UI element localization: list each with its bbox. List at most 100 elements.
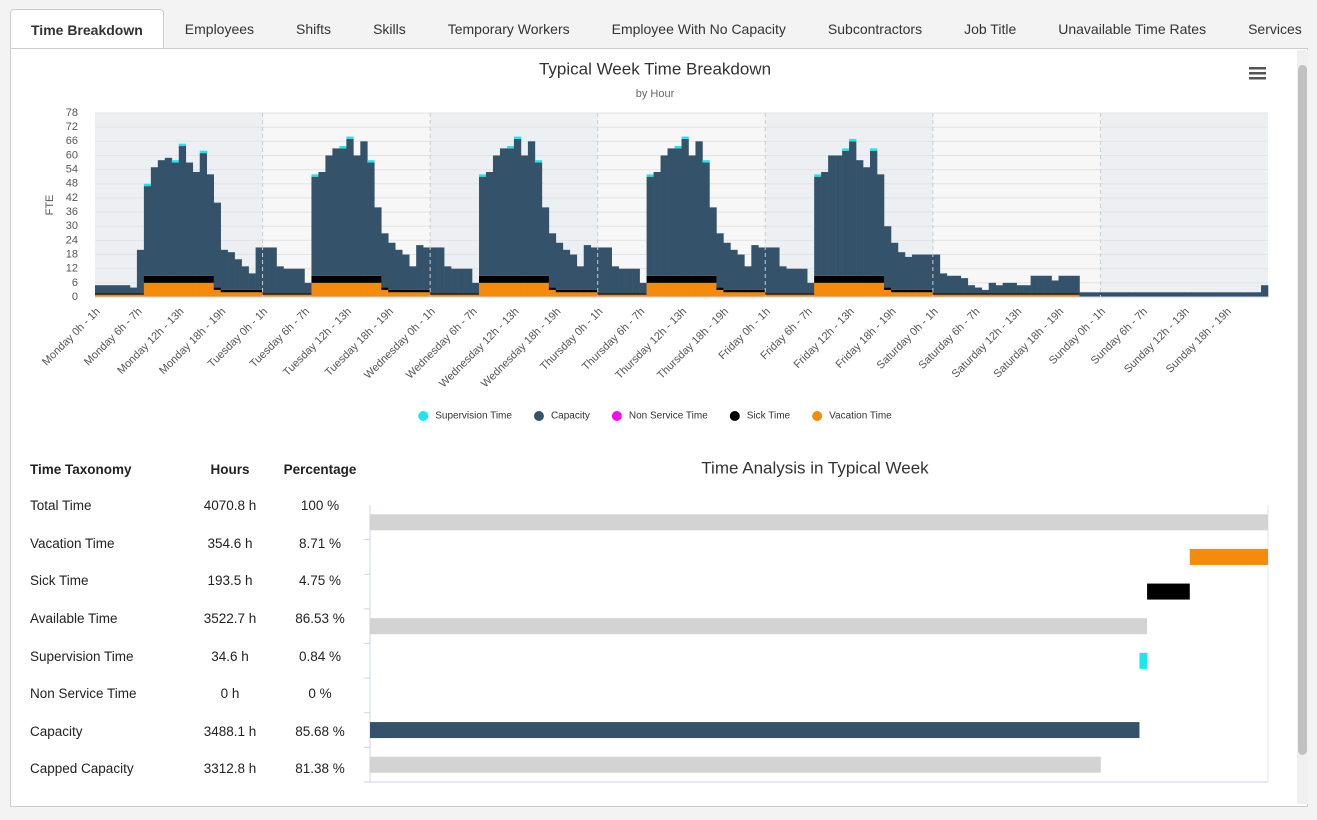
- bar-segment: [381, 233, 389, 288]
- bar-segment: [625, 293, 633, 295]
- bar-segment: [527, 275, 536, 283]
- tab[interactable]: Job Title: [964, 21, 1017, 37]
- tab[interactable]: Skills: [373, 21, 406, 37]
- bar-segment: [157, 275, 166, 283]
- bar-segment: [486, 282, 494, 297]
- scroll-thumb[interactable]: [1298, 65, 1307, 755]
- bar-segment: [1009, 294, 1017, 297]
- bar-segment: [122, 293, 131, 295]
- bar-segment: [486, 275, 494, 283]
- bar-segment: [136, 293, 145, 295]
- bar-segment: [458, 268, 466, 294]
- bar-segment: [171, 275, 180, 283]
- bar-segment: [779, 294, 787, 297]
- bar-segment: [1023, 285, 1031, 294]
- bar-segment: [534, 275, 543, 283]
- bar-segment: [995, 285, 1003, 294]
- bar-segment: [779, 293, 787, 295]
- bar-segment: [1065, 275, 1073, 294]
- bar-segment: [632, 294, 640, 297]
- bar-segment: [143, 282, 152, 297]
- bar-segment: [646, 282, 654, 297]
- bar-segment: [618, 294, 626, 297]
- table-cell: 85.68 %: [295, 723, 345, 739]
- bar-segment: [367, 282, 375, 297]
- bar-segment: [178, 143, 187, 147]
- bar-segment: [548, 287, 557, 290]
- table-cell: 81.38 %: [295, 761, 345, 777]
- bar-segment: [227, 289, 235, 293]
- tab[interactable]: Subcontractors: [827, 21, 923, 37]
- bar-segment: [339, 146, 347, 149]
- legend-marker: [812, 411, 823, 421]
- bar-segment: [206, 275, 214, 283]
- bar-segment: [437, 293, 445, 295]
- bar-segment: [653, 275, 661, 283]
- bar-segment: [1002, 282, 1010, 294]
- bar-segment: [786, 294, 794, 297]
- bar-segment: [499, 148, 508, 276]
- tab[interactable]: Temporary Workers: [447, 21, 570, 37]
- table-cell: 8.71 %: [298, 535, 342, 551]
- table-cell: 3522.7 h: [203, 611, 257, 627]
- bar-segment: [730, 292, 738, 297]
- bar-segment: [444, 294, 452, 297]
- x-tick-label: Saturday 12h - 13h: [950, 306, 1025, 381]
- bar-segment: [1156, 292, 1164, 297]
- bar-segment: [248, 289, 256, 293]
- bar-segment: [402, 254, 410, 290]
- bar-segment: [262, 294, 270, 297]
- bar-segment: [1009, 293, 1017, 295]
- table-cell: Total Time: [30, 498, 92, 514]
- bar-segment: [115, 293, 124, 295]
- bar-segment: [716, 287, 724, 290]
- menu-button[interactable]: [1249, 67, 1266, 80]
- bar-segment: [618, 293, 626, 295]
- bar-segment: [248, 292, 256, 297]
- bar-segment: [723, 242, 731, 290]
- bar-segment: [828, 275, 836, 283]
- waterfall-bar: [1147, 583, 1190, 600]
- tab[interactable]: Time Breakdown: [10, 9, 164, 48]
- bar-segment: [416, 292, 424, 297]
- bar-segment: [479, 176, 487, 276]
- table-cell: 0 %: [308, 686, 332, 702]
- bar-segment: [835, 155, 843, 276]
- bar-segment: [492, 275, 501, 283]
- bar-segment: [981, 294, 990, 297]
- bar-segment: [625, 268, 633, 294]
- bar-segment: [199, 150, 208, 154]
- bar-segment: [430, 294, 438, 297]
- bar-segment: [751, 289, 759, 293]
- bar-segment: [157, 160, 166, 276]
- header-cell: Time Taxonomy: [30, 461, 132, 477]
- tab[interactable]: Employee With No Capacity: [611, 21, 786, 37]
- x-tick-label: Wednesday 12h - 13h: [437, 306, 521, 390]
- bar-segment: [883, 287, 892, 290]
- bar-segment: [925, 254, 934, 290]
- table-cell: 193.5 h: [207, 573, 253, 589]
- tab[interactable]: Unavailable Time Rates: [1058, 21, 1207, 37]
- tab[interactable]: Services: [1248, 21, 1302, 37]
- bar-segment: [339, 275, 347, 283]
- bar-segment: [122, 294, 131, 297]
- tab[interactable]: Employees: [184, 21, 255, 37]
- bar-segment: [185, 282, 194, 297]
- table-cell: 0 h: [220, 686, 240, 702]
- bar-segment: [374, 275, 382, 283]
- scrollbar[interactable]: [1297, 50, 1308, 804]
- bar-segment: [1226, 292, 1234, 297]
- y-tick-label: 12: [66, 263, 78, 275]
- bar-segment: [304, 294, 312, 297]
- legend-marker: [533, 411, 544, 421]
- bar-segment: [234, 289, 242, 293]
- tab[interactable]: Shifts: [296, 21, 332, 37]
- bar-segment: [897, 252, 906, 290]
- bar-segment: [555, 289, 564, 293]
- bar-segment: [520, 282, 529, 297]
- legend: Supervision Time Capacity Non Service Time…: [418, 411, 892, 422]
- bar-segment: [870, 148, 878, 151]
- bar-segment: [388, 242, 396, 290]
- bar-segment: [311, 275, 319, 283]
- x-tick-label: Wednesday 6h - 7h: [404, 306, 480, 382]
